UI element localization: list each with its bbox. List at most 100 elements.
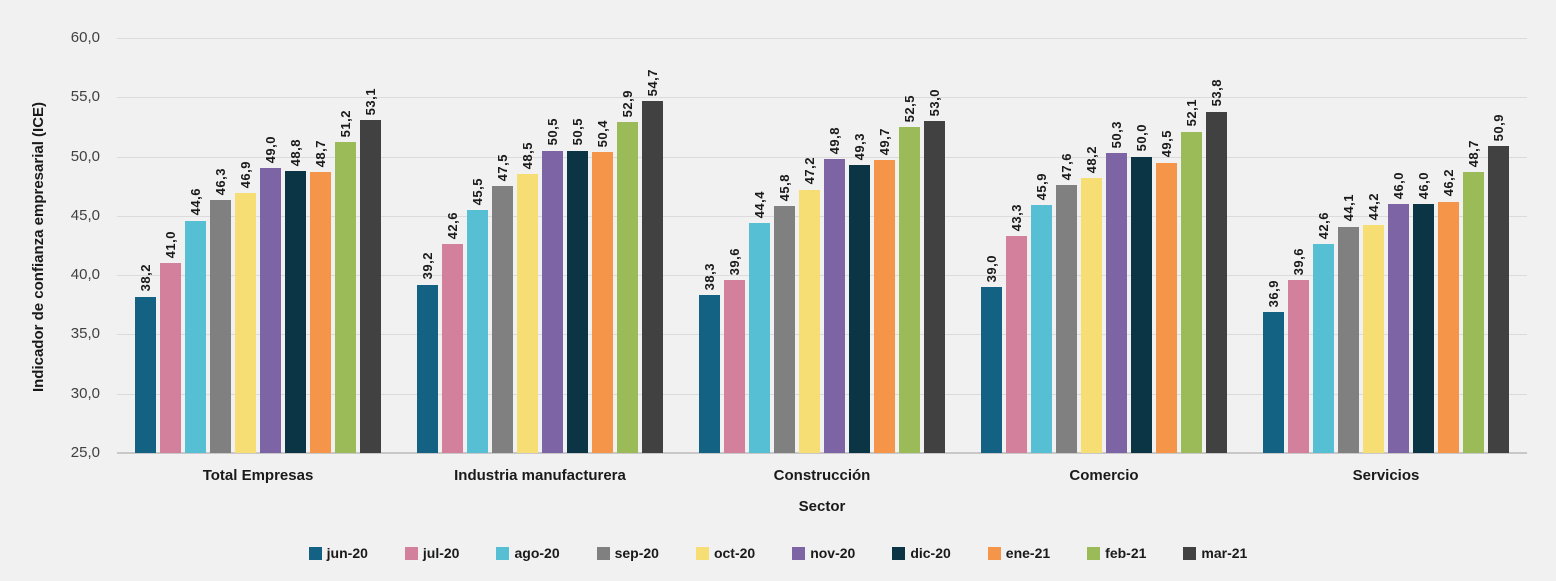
bar-cell: 44,1 (1338, 38, 1359, 453)
data-label-ago-20-2: 45,5 (470, 177, 485, 205)
bar-feb-21-2 (617, 122, 638, 453)
bar-oct-20-5 (1363, 225, 1384, 453)
bar-cell: 52,1 (1181, 38, 1202, 453)
bar-mar-21-5 (1488, 145, 1509, 453)
legend-item-sep-20: sep-20 (596, 545, 659, 561)
bar-cell: 48,8 (285, 38, 306, 453)
legend-item-ago-20: ago-20 (496, 545, 560, 561)
x-category-label-5: Servicios (1352, 467, 1420, 484)
data-label-oct-20-4: 48,2 (1084, 145, 1099, 173)
x-category-label-4: Comercio (1069, 467, 1139, 484)
bar-oct-20-3 (799, 189, 820, 453)
bar-cell: 44,4 (749, 38, 770, 453)
legend-swatch-icon (596, 546, 610, 560)
bar-cell: 47,6 (1056, 38, 1077, 453)
bar-cell: 50,4 (592, 38, 613, 453)
legend-swatch-icon (695, 546, 709, 560)
data-label-sep-20-2: 47,5 (495, 153, 510, 182)
bar-jun-20-2 (417, 284, 438, 453)
bar-cell: 44,2 (1363, 38, 1384, 453)
bar-cell: 50,5 (567, 38, 588, 453)
data-label-feb-21-1: 51,2 (338, 110, 353, 138)
bar-ago-20-1 (185, 220, 206, 453)
legend-label: mar-21 (1201, 545, 1248, 561)
bar-cell: 50,9 (1488, 38, 1509, 453)
legend-swatch-icon (308, 546, 322, 560)
bar-cell: 49,7 (874, 38, 895, 453)
bar-group-5: 36,9 39,6 42,6 44,1 44,2 46,0 46,0 46,2 48,7 50,9 (1245, 38, 1527, 453)
y-tick-label-60,0: 60,0 (70, 29, 100, 46)
bar-cell: 41,0 (160, 38, 181, 453)
bar-jun-20-3 (699, 295, 720, 453)
data-label-sep-20-5: 44,1 (1341, 194, 1356, 222)
legend-label: ago-20 (514, 545, 560, 561)
bar-cell: 53,0 (924, 38, 945, 453)
y-tick-label-30,0: 30,0 (70, 384, 100, 402)
bar-nov-20-1 (260, 168, 281, 453)
legend-label: feb-21 (1105, 545, 1147, 561)
bar-cell: 46,9 (235, 38, 256, 453)
bar-jun-20-5 (1263, 311, 1284, 453)
data-label-sep-20-4: 47,6 (1059, 152, 1074, 181)
data-label-ene-21-4: 49,5 (1159, 130, 1174, 158)
bar-cell: 46,2 (1438, 38, 1459, 453)
bar-ago-20-4 (1031, 205, 1052, 453)
x-category-label-1: Total Empresas (202, 467, 314, 484)
bar-group-4: 39,0 43,3 45,9 47,6 48,2 50,3 50,0 49,5 52,1 53,8 (963, 38, 1245, 453)
data-label-dic-20-5: 46,0 (1416, 171, 1431, 199)
bar-jul-20-3 (724, 279, 745, 453)
legend-item-oct-20: oct-20 (695, 545, 755, 561)
bar-cell: 50,5 (542, 38, 563, 453)
bar-cell: 48,7 (310, 38, 331, 453)
bar-sep-20-3 (774, 206, 795, 453)
bar-cell: 49,5 (1156, 38, 1177, 453)
bar-cell: 50,3 (1106, 38, 1127, 453)
data-label-sep-20-1: 46,3 (213, 168, 228, 196)
bar-ago-20-2 (467, 209, 488, 453)
data-label-feb-21-2: 52,9 (620, 89, 635, 118)
bar-cell: 51,2 (335, 38, 356, 453)
bar-nov-20-2 (542, 150, 563, 453)
bar-cell: 46,0 (1413, 38, 1434, 453)
bar-jul-20-2 (442, 244, 463, 453)
bar-cell: 46,0 (1388, 38, 1409, 453)
gridline-40,0 (117, 275, 1527, 277)
bar-cell: 45,8 (774, 38, 795, 453)
bar-cell: 47,5 (492, 38, 513, 453)
gridline-45,0 (117, 215, 1527, 217)
bar-jun-20-1 (135, 296, 156, 453)
bar-cell: 42,6 (442, 38, 463, 453)
gridline-55,0 (117, 97, 1527, 99)
bar-jul-20-1 (160, 263, 181, 453)
y-tick-label-35,0: 35,0 (70, 325, 100, 343)
bar-dic-20-5 (1413, 204, 1434, 453)
y-tick-label-50,0: 50,0 (70, 147, 100, 165)
bar-cell: 36,9 (1263, 38, 1284, 453)
data-label-jul-20-4: 43,3 (1009, 203, 1024, 232)
bar-cell: 39,2 (417, 38, 438, 453)
data-label-jun-20-1: 38,2 (138, 264, 153, 292)
bar-ago-20-3 (749, 222, 770, 453)
bar-ene-21-3 (874, 160, 895, 453)
bar-cell: 52,9 (617, 38, 638, 453)
data-label-nov-20-3: 49,8 (827, 126, 842, 154)
legend-swatch-icon (1183, 546, 1197, 560)
data-label-dic-20-2: 50,5 (570, 118, 585, 146)
data-label-feb-21-4: 52,1 (1184, 99, 1199, 127)
data-label-oct-20-5: 44,2 (1366, 193, 1381, 221)
bar-cell: 45,9 (1031, 38, 1052, 453)
bar-ene-21-1 (310, 172, 331, 453)
data-label-feb-21-5: 48,7 (1466, 139, 1481, 167)
legend-label: ene-21 (1005, 545, 1051, 561)
legend-swatch-icon (987, 546, 1001, 560)
bar-cell: 48,5 (517, 38, 538, 453)
data-label-mar-21-2: 54,7 (645, 68, 660, 96)
bar-jun-20-4 (981, 287, 1002, 453)
bar-jul-20-5 (1288, 279, 1309, 453)
bar-group-3: 38,3 39,6 44,4 45,8 47,2 49,8 49,3 49,7 52,5 53,0 (681, 38, 963, 453)
legend-label: dic-20 (910, 545, 951, 561)
legend: jun-20 jul-20 ago-20 sep-20 oct-20 nov-20 dic-… (0, 545, 1556, 561)
bar-cell: 49,3 (849, 38, 870, 453)
x-axis-line (117, 452, 1527, 454)
